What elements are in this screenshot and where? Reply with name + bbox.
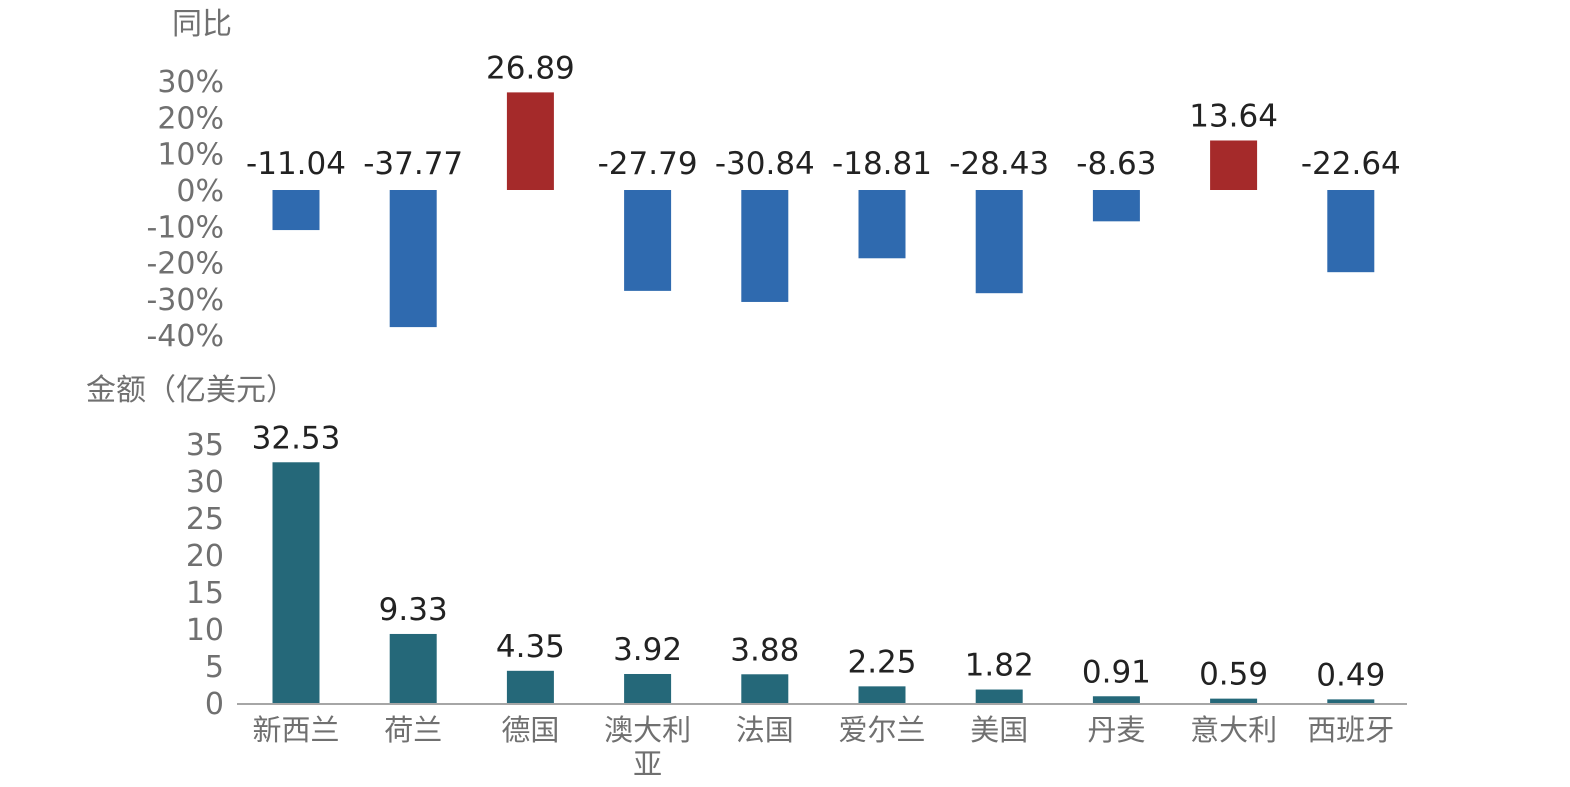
- yoy-bar: [272, 190, 320, 231]
- yoy-bar: [1092, 190, 1140, 222]
- bottom-y-tick-label: 10: [186, 613, 224, 648]
- yoy-bar: [389, 190, 437, 328]
- top-y-axis-title: 同比: [172, 7, 232, 42]
- yoy-data-label: -30.84: [715, 146, 815, 182]
- yoy-data-label: 13.64: [1189, 98, 1278, 134]
- bottom-y-tick-label: 0: [205, 687, 224, 722]
- yoy-data-label: -28.43: [949, 146, 1049, 182]
- yoy-bar: [624, 190, 672, 291]
- yoy-data-label: -18.81: [832, 146, 932, 182]
- amount-data-label: 1.82: [965, 648, 1034, 684]
- yoy-data-label: -8.63: [1076, 146, 1156, 182]
- category-label: 澳大利: [604, 713, 691, 747]
- top-y-tick-label: -30%: [146, 283, 224, 318]
- yoy-bar: [858, 190, 906, 259]
- category-label: 意大利: [1190, 713, 1277, 747]
- category-label: 法国: [736, 713, 794, 747]
- yoy-bar: [975, 190, 1023, 294]
- bottom-y-tick-label: 30: [186, 465, 224, 500]
- bottom-y-axis-title: 金额（亿美元）: [86, 373, 296, 408]
- amount-data-label: 3.92: [613, 632, 682, 668]
- amount-bar: [624, 673, 672, 703]
- yoy-data-label: -11.04: [246, 146, 346, 182]
- amount-data-label: 3.88: [730, 632, 799, 668]
- yoy-data-label: -27.79: [598, 146, 698, 182]
- top-y-tick-label: 0%: [176, 174, 224, 209]
- yoy-bar: [741, 190, 789, 302]
- yoy-data-label: -22.64: [1301, 146, 1401, 182]
- top-y-tick-label: 30%: [157, 65, 224, 100]
- top-y-tick-label: 20%: [157, 101, 224, 136]
- bottom-y-tick-label: 5: [205, 650, 224, 685]
- yoy-data-label: -37.77: [363, 146, 463, 182]
- top-y-tick-label: 10%: [157, 138, 224, 173]
- bottom-y-tick-label: 20: [186, 539, 224, 574]
- amount-bar: [1092, 696, 1140, 703]
- amount-data-label: 9.33: [379, 592, 448, 628]
- amount-data-label: 0.59: [1199, 657, 1268, 693]
- top-y-tick-label: -20%: [146, 247, 224, 282]
- amount-data-label: 32.53: [252, 420, 341, 456]
- amount-bar: [389, 633, 437, 703]
- amount-data-label: 0.91: [1082, 654, 1151, 690]
- category-label: 美国: [970, 713, 1028, 747]
- bottom-y-tick-label: 35: [186, 428, 224, 463]
- bottom-y-tick-label: 15: [186, 576, 224, 611]
- yoy-chart-panel: 30%20%10%0%-10%-20%-30%-40% -11.04 -37.77 2…: [146, 50, 1400, 354]
- yoy-bar: [1327, 190, 1375, 273]
- category-label: 荷兰: [384, 713, 442, 747]
- bottom-y-tick-label: 25: [186, 502, 224, 537]
- amount-data-label: 0.49: [1316, 657, 1385, 693]
- amount-bar: [1327, 699, 1375, 703]
- category-label: 丹麦: [1087, 713, 1145, 747]
- amount-bar: [272, 462, 320, 703]
- amount-bar: [506, 670, 554, 703]
- category-label: 德国: [501, 713, 559, 747]
- amount-data-label: 2.25: [847, 644, 916, 680]
- category-label: 新西兰: [252, 713, 339, 747]
- amount-bar: [1210, 698, 1258, 703]
- amount-data-label: 4.35: [496, 629, 565, 665]
- amount-bar: [741, 674, 789, 703]
- yoy-data-label: 26.89: [486, 50, 575, 86]
- top-y-tick-label: -10%: [146, 210, 224, 245]
- yoy-bar: [1210, 140, 1258, 190]
- category-label: 亚: [633, 747, 662, 781]
- top-y-tick-label: -40%: [146, 319, 224, 354]
- category-label: 爱尔兰: [838, 713, 925, 747]
- category-label: 西班牙: [1307, 713, 1394, 747]
- amount-bar: [975, 689, 1023, 703]
- yoy-bar: [506, 92, 554, 190]
- amount-bar: [858, 686, 906, 703]
